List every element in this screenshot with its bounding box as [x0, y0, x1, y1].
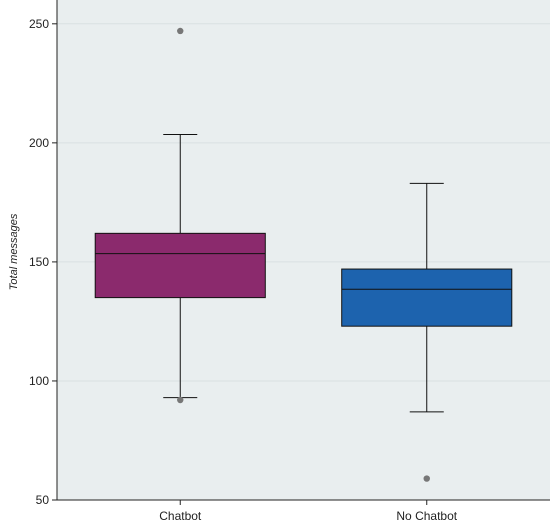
outlier-point-0: [177, 396, 184, 404]
x-tick-label-0: Chatbot: [159, 509, 202, 523]
box-chatbot: [94, 27, 266, 404]
outlier-point-1: [177, 27, 184, 35]
box-body: [341, 268, 513, 327]
outlier-point-0: [423, 475, 430, 482]
y-tick-label-50: 50: [36, 493, 50, 507]
y-tick-label-100: 100: [29, 374, 49, 388]
y-tick-label-250: 250: [29, 17, 49, 31]
y-tick-label-150: 150: [29, 255, 49, 269]
boxes-layer: [94, 27, 513, 482]
x-tick-label-1: No Chatbot: [396, 509, 457, 523]
box-body: [94, 232, 266, 299]
y-tick-label-200: 200: [29, 136, 49, 150]
axes-layer: 50 100 150 200 250 Chatbot No Chatbot: [29, 0, 550, 523]
y-axis-title: Total messages: [8, 213, 20, 290]
box-no-chatbot: [341, 182, 513, 482]
